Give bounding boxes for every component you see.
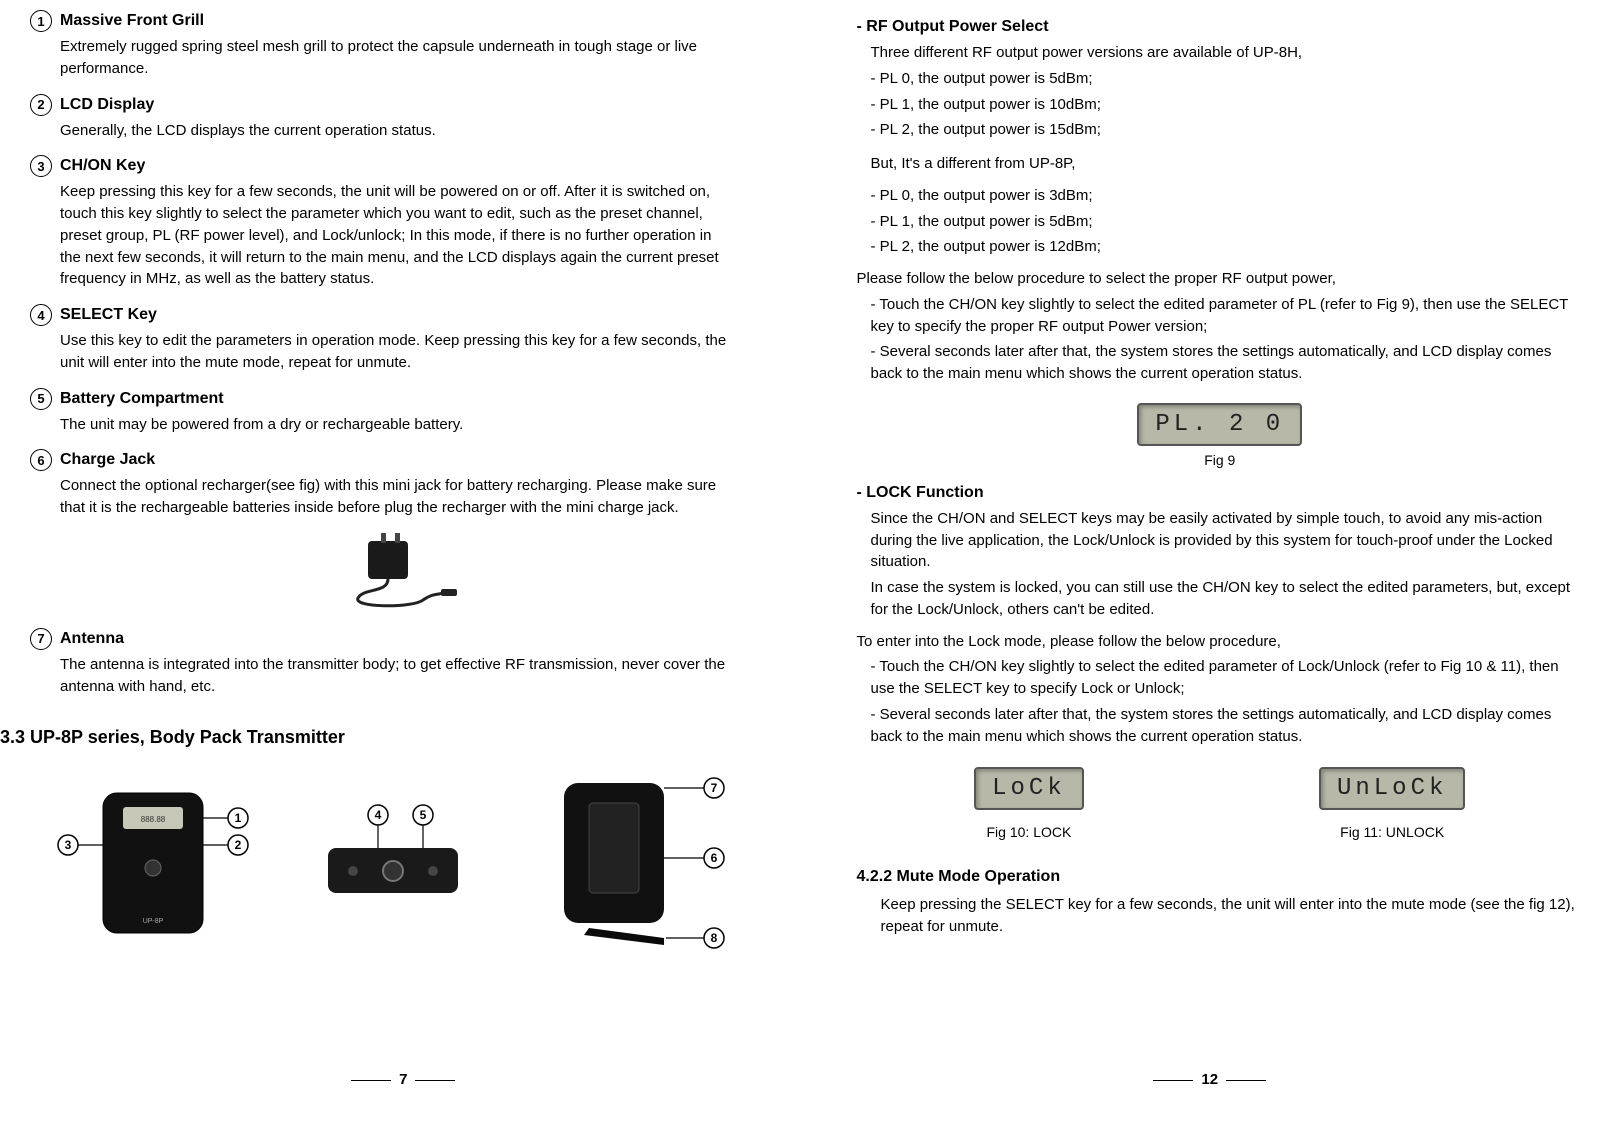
circle-3-icon: 3 <box>30 155 52 177</box>
rf-h-1: - PL 1, the output power is 10dBm; <box>871 94 1584 116</box>
item-3: 3 CH/ON Key Keep pressing this key for a… <box>30 155 757 290</box>
item-7: 7 Antenna The antenna is integrated into… <box>30 628 757 698</box>
left-page: 1 Massive Front Grill Extremely rugged s… <box>0 0 807 1100</box>
fig11-container: UnLoCk Fig 11: UNLOCK <box>1319 767 1465 840</box>
lock-proc-0: - Touch the CH/ON key slightly to select… <box>871 656 1584 700</box>
fig11-lcd: UnLoCk <box>1319 767 1465 810</box>
item-5-desc: The unit may be powered from a dry or re… <box>60 414 727 436</box>
item-4-title: SELECT Key <box>60 306 157 324</box>
rf-proc-intro: Please follow the below procedure to sel… <box>857 268 1584 290</box>
bodypack-front-image: 888.88 UP-8P 1 2 3 <box>53 773 253 953</box>
fig9-lcd: PL. 2 0 <box>1137 403 1302 446</box>
svg-text:6: 6 <box>710 851 717 865</box>
item-1-title-row: 1 Massive Front Grill <box>30 10 757 32</box>
charger-image <box>30 533 757 618</box>
circle-1-icon: 1 <box>30 10 52 32</box>
rf-p-0: - PL 0, the output power is 3dBm; <box>871 185 1584 207</box>
item-6: 6 Charge Jack Connect the optional recha… <box>30 449 757 519</box>
svg-text:8: 8 <box>710 931 717 945</box>
bodypack-back-image: 7 6 8 <box>534 763 734 963</box>
fig10-lcd: LoCk <box>974 767 1084 810</box>
page-container: 1 Massive Front Grill Extremely rugged s… <box>0 0 1613 1100</box>
circle-2-icon: 2 <box>30 94 52 116</box>
item-2-title-row: 2 LCD Display <box>30 94 757 116</box>
circle-5-icon: 5 <box>30 388 52 410</box>
bodypack-top-image: 4 5 <box>298 803 488 923</box>
rf-but: But, It's a different from UP-8P, <box>871 153 1584 175</box>
fig9-container: PL. 2 0 Fig 9 <box>857 403 1584 468</box>
circle-7-icon: 7 <box>30 628 52 650</box>
item-7-desc: The antenna is integrated into the trans… <box>60 654 727 698</box>
circle-6-icon: 6 <box>30 449 52 471</box>
lock-p1: Since the CH/ON and SELECT keys may be e… <box>871 508 1584 573</box>
item-4-desc: Use this key to edit the parameters in o… <box>60 330 727 374</box>
item-3-title: CH/ON Key <box>60 157 145 175</box>
rf-proc-0: - Touch the CH/ON key slightly to select… <box>871 294 1584 338</box>
svg-text:UP-8P: UP-8P <box>142 918 163 925</box>
item-5-title: Battery Compartment <box>60 390 224 408</box>
item-6-desc: Connect the optional recharger(see fig) … <box>60 475 727 519</box>
lock-title: - LOCK Function <box>857 484 1584 502</box>
rf-power-title: - RF Output Power Select <box>857 18 1584 36</box>
item-7-title: Antenna <box>60 630 124 648</box>
rf-h-2: - PL 2, the output power is 15dBm; <box>871 119 1584 141</box>
item-2-title: LCD Display <box>60 96 154 114</box>
svg-text:1: 1 <box>234 811 241 825</box>
right-page-number: 12 <box>807 1071 1613 1088</box>
body-pack-image-row: 888.88 UP-8P 1 2 3 <box>30 763 757 963</box>
fig10-container: LoCk Fig 10: LOCK <box>974 767 1084 840</box>
item-7-title-row: 7 Antenna <box>30 628 757 650</box>
svg-text:888.88: 888.88 <box>141 815 166 824</box>
mute-body: Keep pressing the SELECT key for a few s… <box>881 894 1584 938</box>
svg-text:2: 2 <box>234 838 241 852</box>
rf-p-2: - PL 2, the output power is 12dBm; <box>871 236 1584 258</box>
fig9-caption: Fig 9 <box>857 452 1584 468</box>
item-5: 5 Battery Compartment The unit may be po… <box>30 388 757 436</box>
item-4: 4 SELECT Key Use this key to edit the pa… <box>30 304 757 374</box>
rf-h-0: - PL 0, the output power is 5dBm; <box>871 68 1584 90</box>
rf-intro: Three different RF output power versions… <box>871 42 1584 64</box>
item-5-title-row: 5 Battery Compartment <box>30 388 757 410</box>
svg-text:4: 4 <box>375 808 382 822</box>
svg-text:7: 7 <box>710 781 717 795</box>
fig10-caption: Fig 10: LOCK <box>974 824 1084 840</box>
item-1-title: Massive Front Grill <box>60 12 204 30</box>
lock-p2: In case the system is locked, you can st… <box>871 577 1584 621</box>
section-3-3-title: 3.3 UP-8P series, Body Pack Transmitter <box>0 727 757 748</box>
item-4-title-row: 4 SELECT Key <box>30 304 757 326</box>
left-page-number: 7 <box>0 1071 807 1088</box>
item-3-desc: Keep pressing this key for a few seconds… <box>60 181 727 290</box>
lock-proc-1: - Several seconds later after that, the … <box>871 704 1584 748</box>
lock-displays-row: LoCk Fig 10: LOCK UnLoCk Fig 11: UNLOCK <box>857 767 1584 840</box>
lock-proc-intro: To enter into the Lock mode, please foll… <box>857 631 1584 653</box>
right-page: - RF Output Power Select Three different… <box>807 0 1613 1100</box>
fig11-caption: Fig 11: UNLOCK <box>1319 824 1465 840</box>
mute-heading: 4.2.2 Mute Mode Operation <box>857 868 1584 886</box>
item-2-desc: Generally, the LCD displays the current … <box>60 120 727 142</box>
item-2: 2 LCD Display Generally, the LCD display… <box>30 94 757 142</box>
svg-text:3: 3 <box>64 838 71 852</box>
circle-4-icon: 4 <box>30 304 52 326</box>
rf-p-1: - PL 1, the output power is 5dBm; <box>871 211 1584 233</box>
item-6-title: Charge Jack <box>60 451 155 469</box>
item-1-desc: Extremely rugged spring steel mesh grill… <box>60 36 727 80</box>
svg-text:5: 5 <box>420 808 427 822</box>
item-1: 1 Massive Front Grill Extremely rugged s… <box>30 10 757 80</box>
rf-proc-1: - Several seconds later after that, the … <box>871 341 1584 385</box>
item-3-title-row: 3 CH/ON Key <box>30 155 757 177</box>
item-6-title-row: 6 Charge Jack <box>30 449 757 471</box>
